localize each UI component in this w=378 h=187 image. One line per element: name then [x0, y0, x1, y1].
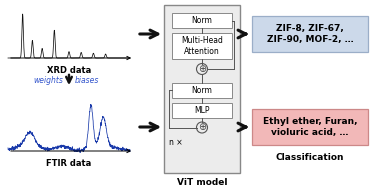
- Text: ViT model: ViT model: [177, 178, 227, 187]
- FancyBboxPatch shape: [172, 82, 232, 97]
- Text: Ethyl ether, Furan,
violuric acid, …: Ethyl ether, Furan, violuric acid, …: [263, 117, 357, 137]
- FancyBboxPatch shape: [164, 5, 240, 173]
- Text: Norm: Norm: [192, 16, 212, 25]
- Text: ZIF-8, ZIF-67,
ZIF-90, MOF-2, …: ZIF-8, ZIF-67, ZIF-90, MOF-2, …: [266, 24, 353, 44]
- Text: XRD data: XRD data: [47, 66, 91, 75]
- FancyBboxPatch shape: [172, 33, 232, 59]
- Text: ⊕: ⊕: [198, 122, 206, 133]
- Text: weights: weights: [33, 76, 63, 85]
- Text: Norm: Norm: [192, 85, 212, 94]
- FancyBboxPatch shape: [172, 13, 232, 28]
- Text: Classification: Classification: [276, 153, 344, 162]
- FancyBboxPatch shape: [172, 102, 232, 117]
- FancyBboxPatch shape: [252, 16, 368, 52]
- FancyBboxPatch shape: [252, 109, 368, 145]
- Text: MLP: MLP: [194, 105, 210, 114]
- Text: ⊕: ⊕: [198, 64, 206, 74]
- Text: Multi-Head
Attention: Multi-Head Attention: [181, 36, 223, 56]
- Text: biases: biases: [75, 76, 99, 85]
- Text: FTIR data: FTIR data: [46, 159, 91, 168]
- Text: n ×: n ×: [169, 138, 183, 147]
